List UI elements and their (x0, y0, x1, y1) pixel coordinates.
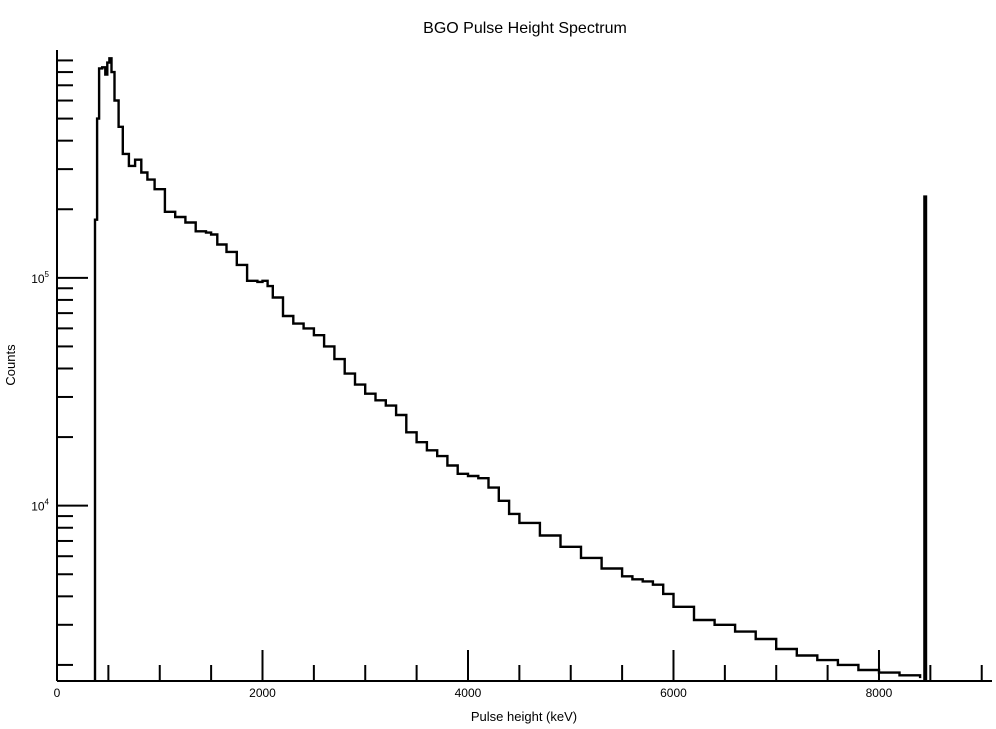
x-tick-label: 8000 (866, 686, 893, 700)
series-line (93, 57, 922, 681)
x-tick-label: 4000 (455, 686, 482, 700)
y-tick-exponent: 5 (45, 270, 50, 279)
x-tick-label: 6000 (660, 686, 687, 700)
axes (56, 50, 992, 682)
y-tick-base: 10 (31, 500, 45, 514)
y-tick-label: 104 (31, 498, 49, 514)
y-axis-title: Counts (3, 344, 18, 386)
y-tick-exponent: 4 (45, 498, 50, 507)
x-tick-label: 0 (54, 686, 61, 700)
x-tick-label: 2000 (249, 686, 276, 700)
y-axis-ticks (57, 59, 88, 666)
y-tick-label: 105 (31, 270, 49, 286)
x-axis-ticks (107, 650, 983, 681)
y-tick-base: 10 (31, 272, 45, 286)
chart-title: BGO Pulse Height Spectrum (423, 20, 627, 37)
x-axis-tick-labels: 0 2000 4000 6000 8000 (54, 686, 893, 700)
x-axis-title: Pulse height (keV) (471, 709, 577, 724)
